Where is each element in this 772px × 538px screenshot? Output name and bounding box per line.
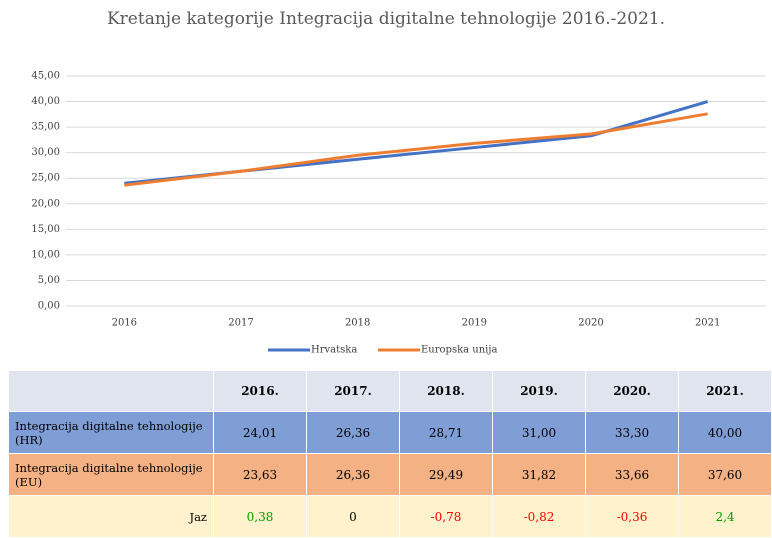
table-cell: 28,71 xyxy=(399,411,493,454)
column-header: 2016. xyxy=(213,370,307,412)
table-cell: 33,30 xyxy=(585,411,679,454)
table-cell: 31,82 xyxy=(492,453,586,496)
x-tick-label: 2018 xyxy=(345,318,370,329)
table-cell: 0,38 xyxy=(213,495,307,538)
y-tick-label: 10,00 xyxy=(31,249,60,260)
table-cell: 29,49 xyxy=(399,453,493,496)
table-cell: -0,78 xyxy=(399,495,493,538)
header-row: 2016. 2017. 2018. 2019. 2020. 2021. xyxy=(8,370,772,412)
table-cell: -0,36 xyxy=(585,495,679,538)
table-cell: 2,4 xyxy=(678,495,772,538)
chart: 0,00 5,00 10,00 15,00 20,00 25,00 30,00 35,00 40… xyxy=(31,71,766,356)
series-line xyxy=(124,100,709,185)
y-tick-label: 30,00 xyxy=(31,147,60,158)
legend-label: Hrvatska xyxy=(311,345,357,356)
x-tick-label: 2020 xyxy=(578,318,603,329)
table-cell: 26,36 xyxy=(306,411,400,454)
y-tick-label: 40,00 xyxy=(31,96,60,107)
data-table: 2016. 2017. 2018. 2019. 2020. 2021. Integracij… xyxy=(8,370,772,538)
table-cell: 23,63 xyxy=(213,453,307,496)
column-header: 2019. xyxy=(492,370,586,412)
table-cell: 37,60 xyxy=(678,453,772,496)
table-cell: 31,00 xyxy=(492,411,586,454)
y-tick-label: 15,00 xyxy=(31,224,60,235)
row-label: Jaz xyxy=(8,495,214,538)
row-label: Integracija digitalne tehnologije (EU) xyxy=(8,453,214,496)
y-tick-label: 25,00 xyxy=(31,173,60,184)
table-cell: 26,36 xyxy=(306,453,400,496)
y-tick-label: 35,00 xyxy=(31,122,60,133)
y-tick-label: 20,00 xyxy=(31,198,60,209)
series-line xyxy=(124,112,708,187)
x-tick-label: 2019 xyxy=(462,318,487,329)
y-tick-label: 45,00 xyxy=(31,71,60,82)
table-cell: 24,01 xyxy=(213,411,307,454)
column-header: 2020. xyxy=(585,370,679,412)
legend-label: Europska unija xyxy=(421,345,497,356)
table-row: Integracija digitalne tehnologije (HR) 24… xyxy=(8,411,772,454)
corner-cell xyxy=(8,370,214,412)
chart-title: Kretanje kategorije Integracija digitaln… xyxy=(106,9,666,29)
table-cell: 0 xyxy=(306,495,400,538)
column-header: 2021. xyxy=(678,370,772,412)
table-cell: -0,82 xyxy=(492,495,586,538)
y-tick-label: 0,00 xyxy=(38,301,60,312)
table-cell: 40,00 xyxy=(678,411,772,454)
x-tick-label: 2016 xyxy=(112,318,137,329)
row-label: Integracija digitalne tehnologije (HR) xyxy=(8,411,214,454)
column-header: 2017. xyxy=(306,370,400,412)
column-header: 2018. xyxy=(399,370,493,412)
table-row: Jaz 0,38 0 -0,78 -0,82 -0,36 2,4 xyxy=(8,495,772,538)
x-tick-label: 2021 xyxy=(695,318,720,329)
x-tick-label: 2017 xyxy=(228,318,253,329)
y-tick-label: 5,00 xyxy=(38,275,60,286)
table-row: Integracija digitalne tehnologije (EU) 23… xyxy=(8,453,772,496)
table-cell: 33,66 xyxy=(585,453,679,496)
